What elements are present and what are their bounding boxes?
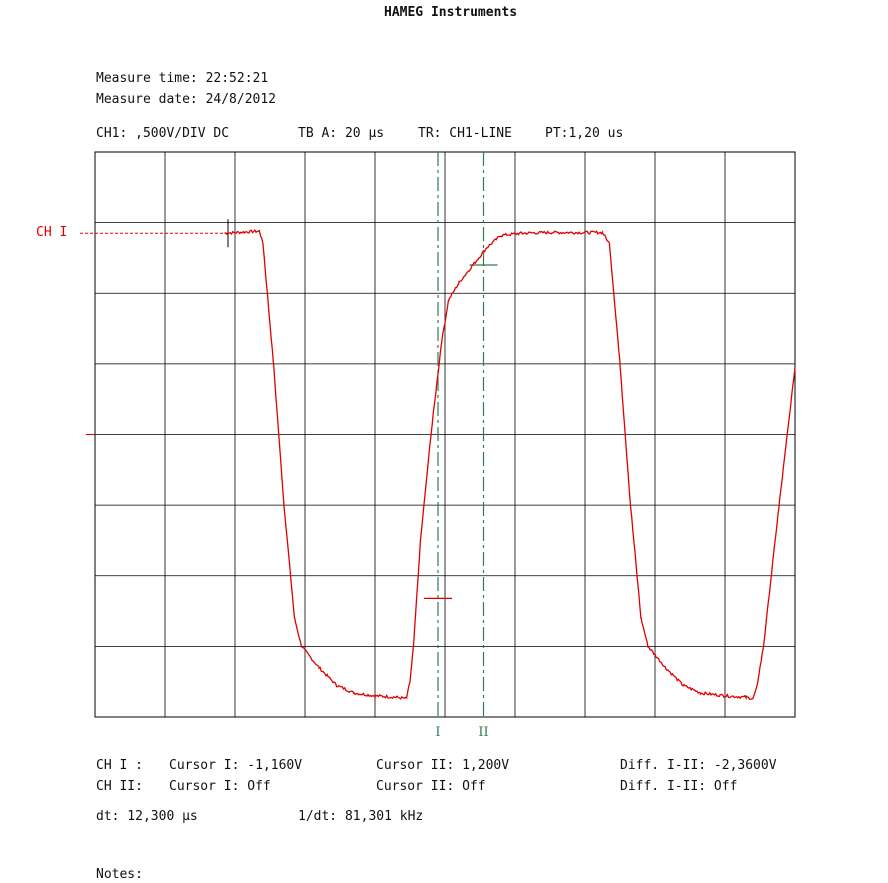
report-title: HAMEG Instruments — [384, 5, 518, 20]
ch1-level-label: CH I — [36, 225, 67, 240]
ch1-readout-label: CH I : — [96, 758, 143, 773]
ch2-readout-label: CH II: — [96, 779, 143, 794]
scope-markers: CH I — [36, 219, 229, 435]
measure-time: Measure time: 22:52:21 — [96, 71, 269, 86]
ch1-trace — [224, 228, 796, 701]
ch1-cursor2-readout: Cursor II: 1,200V — [376, 758, 510, 773]
cursor-label-1: I — [435, 725, 440, 740]
ch1-diff-readout: Diff. I-II: -2,3600V — [620, 758, 777, 773]
cursor-label-2: II — [478, 725, 488, 740]
oscilloscope-plot: CH I I II — [36, 151, 796, 740]
scope-cursors: I II — [424, 152, 498, 740]
ch1-setting: CH1: ,500V/DIV DC — [96, 126, 230, 141]
timebase-setting: TB A: 20 µs — [298, 126, 385, 141]
measure-date: Measure date: 24/8/2012 — [96, 92, 277, 107]
ch1-cursor1-readout: Cursor I: -1,160V — [169, 758, 303, 773]
pretrigger-setting: PT:1,20 us — [545, 126, 624, 141]
ch2-cursor1-readout: Cursor I: Off — [169, 779, 271, 794]
inv-dt-readout: 1/dt: 81,301 kHz — [298, 809, 424, 824]
dt-readout: dt: 12,300 µs — [96, 809, 198, 824]
ch2-diff-readout: Diff. I-II: Off — [620, 779, 738, 794]
scope-grid — [94, 151, 796, 718]
trigger-setting: TR: CH1-LINE — [418, 126, 512, 141]
notes-label: Notes: — [96, 867, 143, 882]
ch2-cursor2-readout: Cursor II: Off — [376, 779, 486, 794]
ch1-trace-line-1 — [224, 228, 796, 701]
